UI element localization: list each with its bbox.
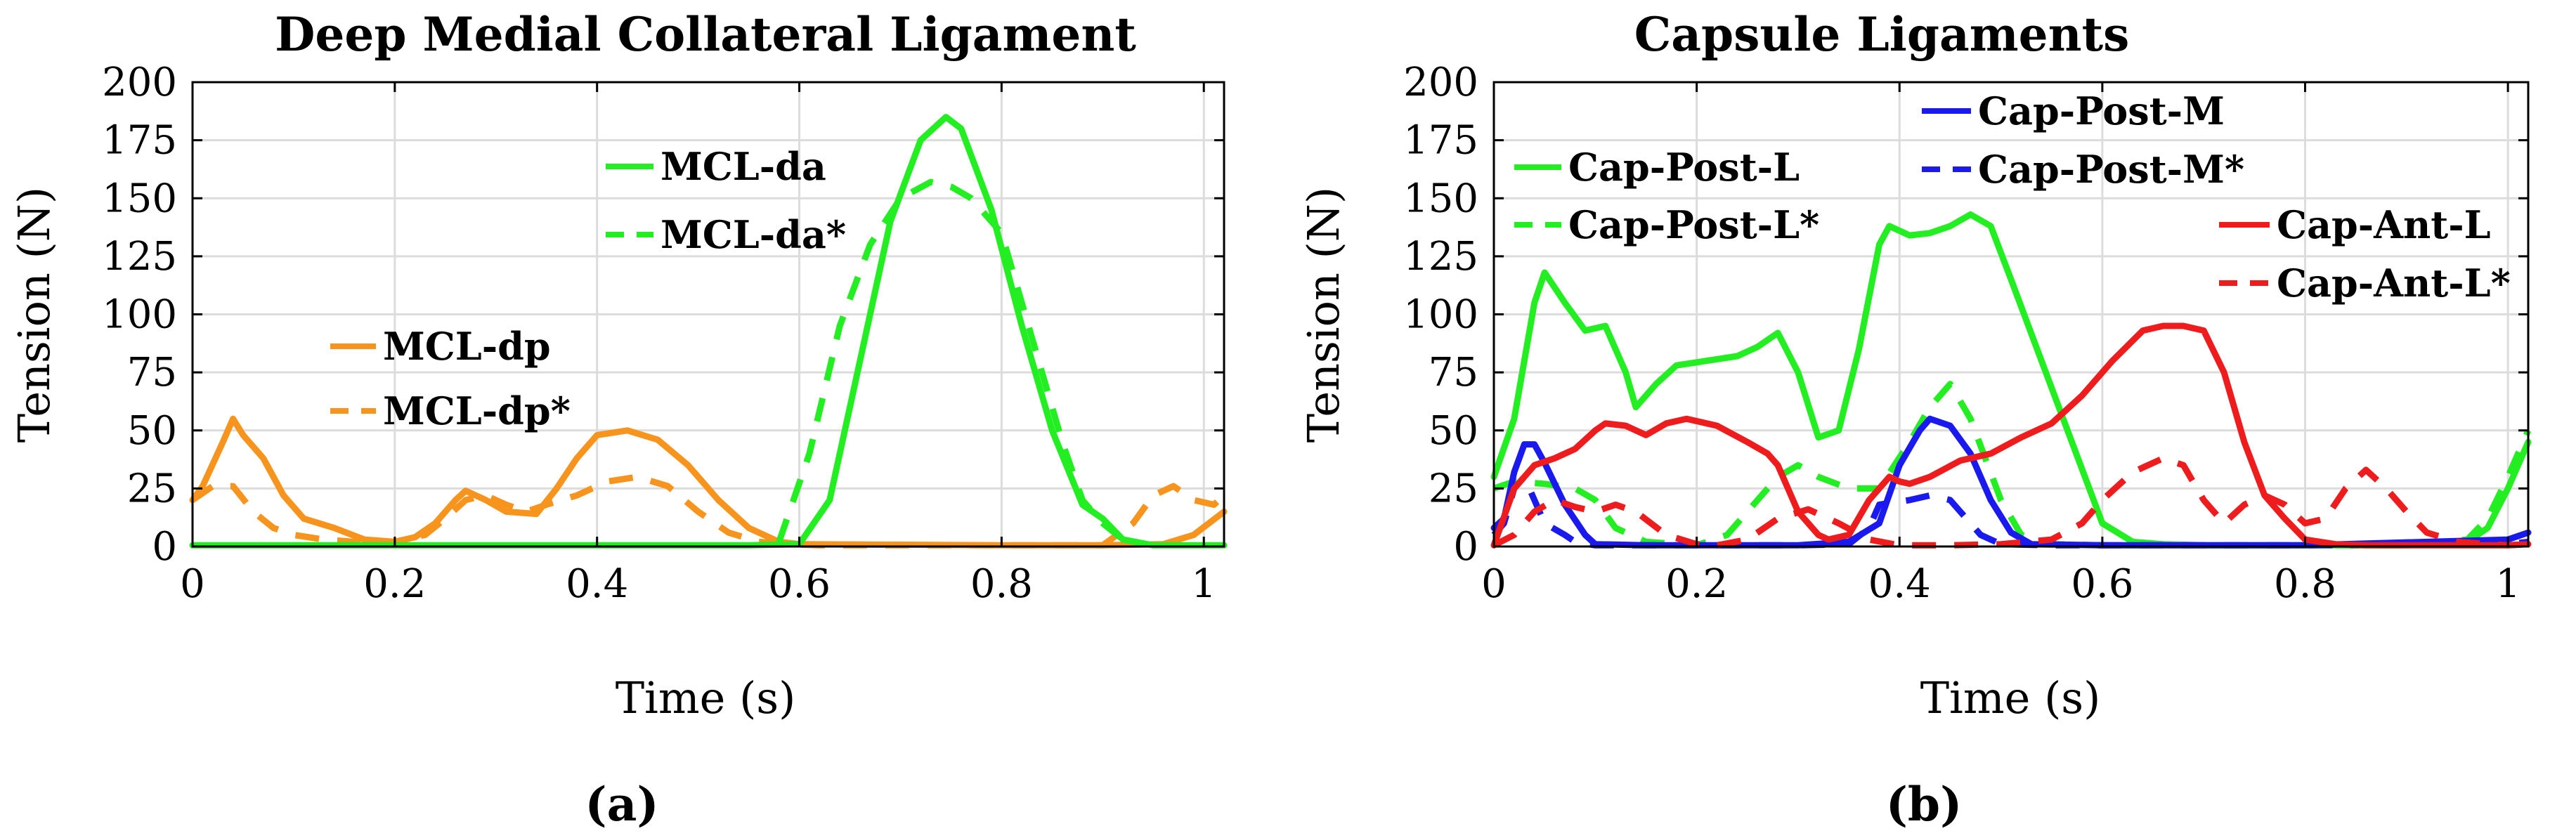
panel-b-legend-cap-ant-l-star: Cap-Ant-L* [2219, 261, 2511, 306]
panel-b-y-tick-label-7: 175 [1403, 118, 1478, 164]
panel-a-x-tick-label-4: 0.8 [970, 561, 1033, 607]
panel-b-y-tick-label-1: 25 [1429, 466, 1478, 511]
panel-b-legend-cap-post-l: Cap-Post-L [1514, 145, 1800, 190]
legend-label-cap-post-l: Cap-Post-L [1568, 145, 1800, 190]
panel-a-x-tick-label-0: 0 [180, 561, 205, 607]
series-line-cap-post-m [1490, 415, 2532, 549]
panel-b-y-tick-label-0: 0 [1453, 524, 1478, 570]
legend-label-mcl-dp: MCL-dp [383, 324, 551, 369]
panel-a-legend-mcl-dp: MCL-dp [330, 324, 551, 369]
panel-b-title: Capsule Ligaments [1634, 7, 2129, 62]
panel-a-legend-mcl-da-star: MCL-da* [606, 212, 846, 257]
legend-label-mcl-da-star: MCL-da* [661, 212, 846, 257]
panel-a-y-tick-label-0: 0 [152, 524, 177, 570]
panel-a-y-tick-label-7: 175 [102, 118, 177, 164]
panel-a-grid [191, 81, 1224, 548]
panel-b-legend-cap-post-m: Cap-Post-M [1922, 89, 2225, 133]
panel-b-y-tick-label-6: 150 [1403, 176, 1478, 221]
panel-a-y-tick-label-8: 200 [102, 60, 177, 105]
panel-a-x-tick-label-5: 1 [1191, 561, 1216, 607]
panel-a-y-tick-label-4: 100 [102, 292, 177, 338]
panel-a-y-tick-label-6: 150 [102, 176, 177, 221]
panel-b-legend-cap-post-m-star: Cap-Post-M* [1922, 147, 2244, 192]
panel-a-x-tick-label-3: 0.6 [768, 561, 831, 607]
panel-b-x-axis-label: Time (s) [1920, 672, 2101, 724]
legend-label-mcl-dp-star: MCL-dp* [383, 388, 571, 433]
panel-b-y-tick-label-5: 125 [1403, 234, 1478, 280]
legend-label-cap-post-m: Cap-Post-M [1978, 89, 2225, 133]
panel-a-y-tick-label-2: 50 [127, 408, 177, 454]
legend-label-mcl-da: MCL-da [661, 144, 826, 189]
panel-a-y-tick-label-3: 75 [127, 350, 177, 395]
panel-b-x-tick-label-0: 0 [1481, 561, 1507, 607]
panel-b-x-tick-label-2: 0.4 [1868, 561, 1931, 607]
panel-b-x-tick-label-1: 0.2 [1665, 561, 1728, 607]
panel-b-x-tick-label-4: 0.8 [2274, 561, 2336, 607]
panel-a-title: Deep Medial Collateral Ligament [275, 7, 1136, 62]
panel-b-label: (b) [1886, 777, 1963, 832]
panel-a-ticks: 0 0.2 0.4 0.6 0.8 1 0 25 50 75 100 125 150 175 200 [102, 60, 1224, 607]
series-line-mcl-dp-star [190, 473, 1227, 549]
series-line-cap-ant-l [1490, 322, 2532, 549]
panel-b-y-tick-label-3: 75 [1429, 350, 1478, 395]
legend-label-cap-post-m-star: Cap-Post-M* [1978, 147, 2244, 192]
panel-b-y-tick-label-4: 100 [1403, 292, 1478, 338]
panel-b-series [1490, 211, 2532, 549]
panel-b-y-tick-label-2: 50 [1429, 408, 1478, 454]
panel-b-x-tick-label-3: 0.6 [2071, 561, 2133, 607]
panel-b-y-axis-label: Tension (N) [1298, 187, 1349, 443]
series-line-mcl-dp [189, 415, 1228, 549]
panel-a-x-axis-label: Time (s) [616, 672, 796, 724]
panel-b-legend-cap-ant-l: Cap-Ant-L [2219, 202, 2491, 247]
panel-a-mcl-chart: Deep Medial Collateral Ligament 0 0.2 0.4 0… [8, 7, 1228, 832]
panel-a-y-tick-label-5: 125 [102, 234, 177, 280]
panel-a-legend-mcl-dp-star: MCL-dp* [330, 388, 571, 433]
legend-label-cap-ant-l-star: Cap-Ant-L* [2277, 261, 2511, 306]
panel-a-y-tick-label-1: 25 [127, 466, 177, 511]
panel-a-legend-mcl-da: MCL-da [606, 144, 826, 189]
panel-a-x-tick-label-1: 0.2 [363, 561, 426, 607]
series-line-mcl-da-star [776, 178, 1144, 548]
panel-a-series [189, 114, 1228, 549]
legend-label-cap-ant-l: Cap-Ant-L [2277, 202, 2491, 247]
panel-b-x-tick-label-5: 1 [2495, 561, 2520, 607]
panel-b-legend-cap-post-l-star: Cap-Post-L* [1514, 202, 1819, 247]
panel-a-label: (a) [585, 777, 658, 832]
panel-b-ticks: 0 0.2 0.4 0.6 0.8 1 0 25 50 75 100 125 150 175 200 [1403, 60, 2528, 607]
legend-label-cap-post-l-star: Cap-Post-L* [1568, 202, 1819, 247]
panel-a-y-axis-label: Tension (N) [8, 187, 60, 443]
panel-a-x-tick-label-2: 0.4 [566, 561, 628, 607]
panel-b-capsule-chart: Capsule Ligaments 0 0.2 0.4 0.6 0.8 1 0 25 50 75 1… [1298, 7, 2532, 832]
panel-b-y-tick-label-8: 200 [1403, 60, 1478, 105]
